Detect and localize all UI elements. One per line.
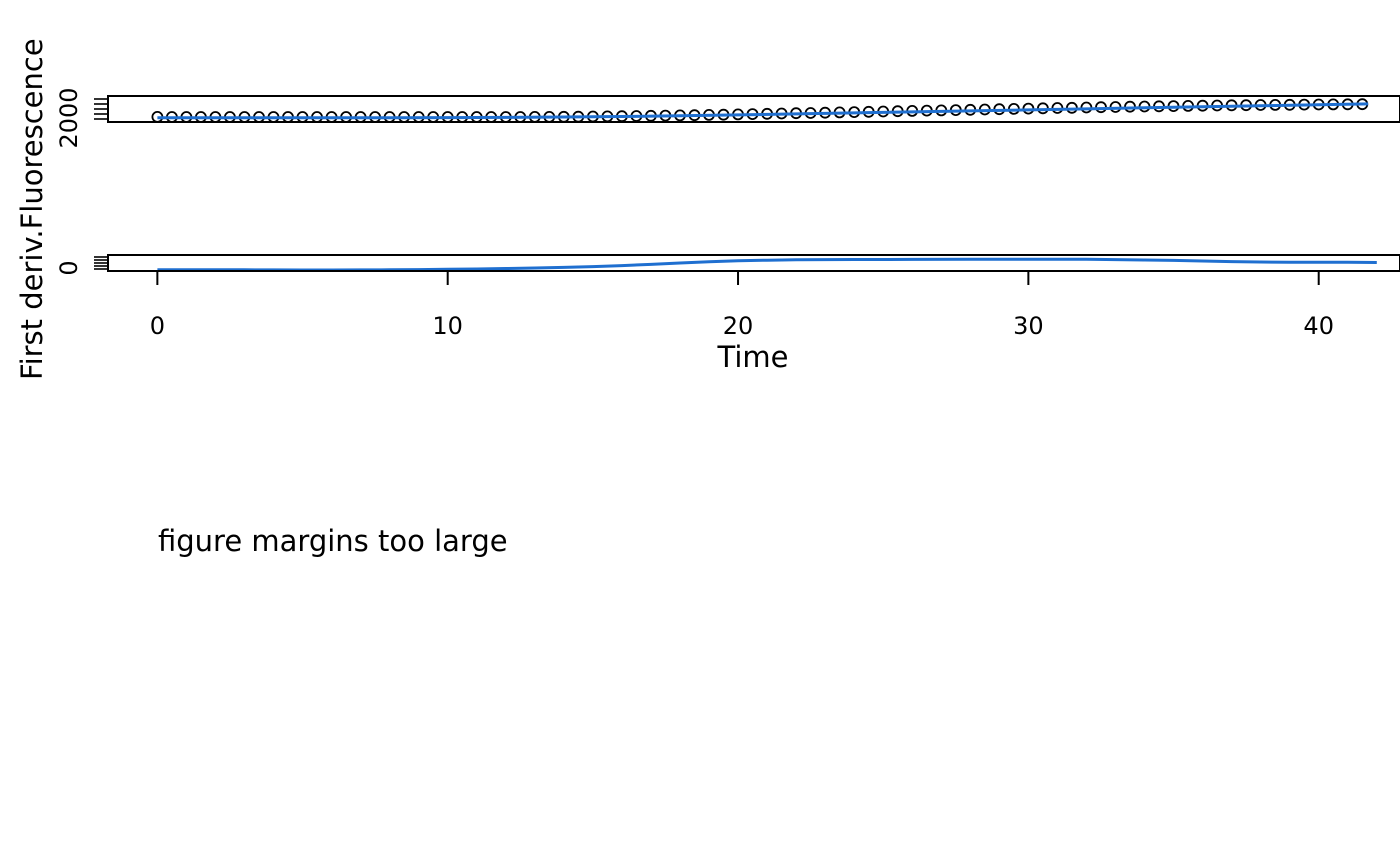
derivative-y-axis: [94, 256, 109, 270]
fluorescence-y-tick-label: 2000: [55, 87, 83, 148]
fluorescence-fit-line: [157, 102, 1369, 120]
fluorescence-panel: 2000: [55, 87, 1400, 149]
derivative-line: [157, 257, 1377, 272]
y-axis-title: First deriv.Fluorescence: [15, 38, 49, 380]
x-tick-label: 30: [1013, 312, 1044, 340]
x-tick-label: 40: [1303, 312, 1334, 340]
x-tick-label: 0: [150, 312, 165, 340]
fluorescence-y-axis: [94, 98, 109, 120]
time-x-axis: 0 10 20 30 40: [150, 270, 1334, 340]
derivative-panel: 0 0 10 20 30 40 Time: [55, 254, 1400, 374]
error-message: figure margins too large: [158, 524, 508, 558]
x-axis-title: Time: [717, 340, 789, 374]
derivative-y-tick-label: 0: [55, 260, 83, 275]
x-tick-label: 10: [432, 312, 463, 340]
x-tick-label: 20: [723, 312, 754, 340]
